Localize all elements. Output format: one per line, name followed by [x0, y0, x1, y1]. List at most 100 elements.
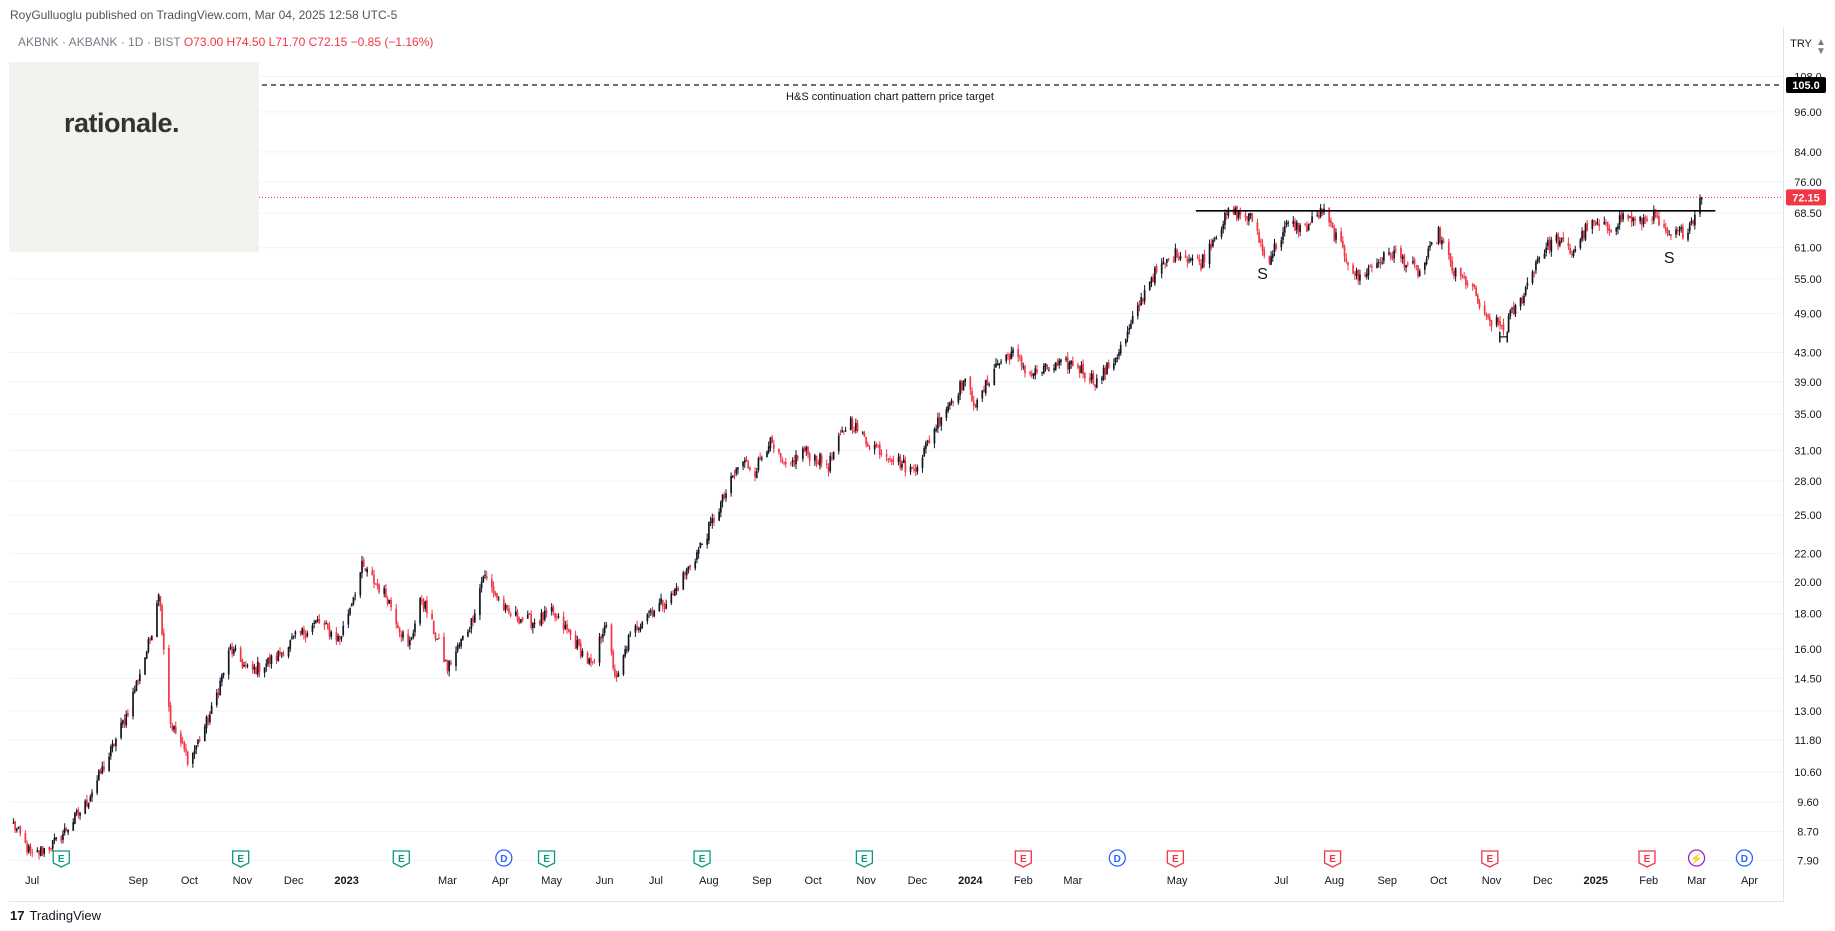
candle [180, 729, 182, 748]
candle [648, 609, 650, 619]
candle-body [1535, 261, 1537, 271]
earnings-event-icon [693, 850, 711, 868]
event-marker[interactable]: E [1638, 850, 1656, 868]
candle [875, 442, 878, 448]
candle [767, 441, 770, 455]
candle [981, 390, 984, 403]
time-tick-label: Jul [649, 875, 663, 887]
time-tick-label: Nov [1482, 875, 1502, 887]
candle [725, 489, 727, 502]
event-marker[interactable]: E [693, 850, 711, 868]
candle [853, 426, 855, 434]
candle-body [424, 601, 427, 609]
candle-body [127, 713, 129, 717]
candle-body [820, 455, 823, 463]
event-marker[interactable]: E [1166, 850, 1185, 868]
candle [1598, 219, 1601, 231]
candle [133, 685, 136, 694]
candle [306, 630, 309, 638]
candle-body [1646, 218, 1648, 221]
candle [135, 679, 138, 692]
event-marker[interactable]: E [1014, 850, 1032, 868]
candle-body [641, 622, 644, 628]
candle [1347, 261, 1349, 271]
candle-body [516, 612, 519, 621]
candle [986, 375, 989, 386]
event-marker[interactable]: E [1481, 850, 1499, 868]
event-marker[interactable]: E [52, 850, 70, 868]
candle-body [304, 635, 307, 638]
candle [268, 653, 271, 668]
candle [484, 570, 486, 579]
candle [1605, 219, 1607, 227]
candle [1670, 233, 1672, 240]
candle [1270, 251, 1272, 266]
currency-label[interactable]: TRY [1790, 38, 1812, 50]
candle [65, 826, 68, 832]
event-marker[interactable]: E [392, 850, 410, 868]
candle-body [349, 607, 351, 615]
candle [813, 453, 816, 466]
candle-body [255, 667, 257, 675]
event-marker[interactable]: E [537, 850, 556, 868]
candle [195, 745, 198, 755]
candle [87, 802, 90, 810]
earnings-event-icon [855, 850, 874, 868]
candle-body [432, 620, 435, 635]
symbol-name[interactable]: AKBNK · AKBANK · 1D · BIST [18, 35, 181, 49]
candle [1465, 275, 1467, 290]
candle-body [410, 637, 413, 639]
earnings-event-icon [537, 850, 556, 868]
candle-body [388, 600, 391, 604]
event-marker[interactable]: D [495, 849, 513, 867]
event-marker[interactable]: E [855, 850, 874, 868]
candle [74, 812, 76, 825]
candle-body [1024, 365, 1026, 374]
event-marker-label: E [1020, 854, 1027, 865]
candle-body [854, 422, 857, 431]
candle [1107, 359, 1110, 369]
candle [480, 577, 483, 593]
chart-pane[interactable] [9, 27, 1784, 902]
candle [1579, 237, 1582, 250]
candle [849, 415, 852, 431]
candle-body [791, 460, 794, 462]
candle-body [928, 439, 931, 444]
candle-body [168, 647, 170, 707]
candle [84, 799, 87, 815]
candle [385, 583, 387, 599]
candle-body [875, 443, 878, 447]
candle [877, 444, 879, 449]
candle-body [719, 501, 722, 513]
candle [1439, 226, 1442, 245]
candle-body [1475, 287, 1477, 296]
candle [1666, 226, 1669, 237]
event-marker[interactable]: E [1323, 850, 1342, 868]
event-marker[interactable]: D [1735, 849, 1754, 867]
candle [1615, 226, 1618, 236]
candle [455, 646, 457, 671]
candle-body [180, 733, 182, 744]
time-tick-label: 2023 [334, 875, 358, 887]
candle [438, 633, 440, 640]
scale-arrows-icon[interactable]: ▲ ▼ [1816, 37, 1826, 57]
candle-body [861, 431, 864, 433]
candle-body [981, 390, 984, 399]
event-marker[interactable]: E [232, 850, 250, 868]
event-marker[interactable]: D [1108, 849, 1126, 867]
candle-body [1042, 365, 1045, 374]
price-tick-label: 14.50 [1794, 673, 1822, 685]
candle-body [1359, 274, 1361, 281]
price-tick-label: 84.00 [1794, 147, 1822, 159]
event-marker[interactable]: ⚡ [1687, 849, 1706, 867]
candle [193, 745, 196, 759]
candle-body [995, 363, 997, 368]
candle-body [19, 826, 22, 834]
candle [1294, 217, 1296, 232]
candle [227, 647, 230, 680]
candle [514, 606, 517, 617]
candle-body [171, 725, 174, 731]
candle [1531, 269, 1534, 285]
candle-body [793, 460, 796, 466]
